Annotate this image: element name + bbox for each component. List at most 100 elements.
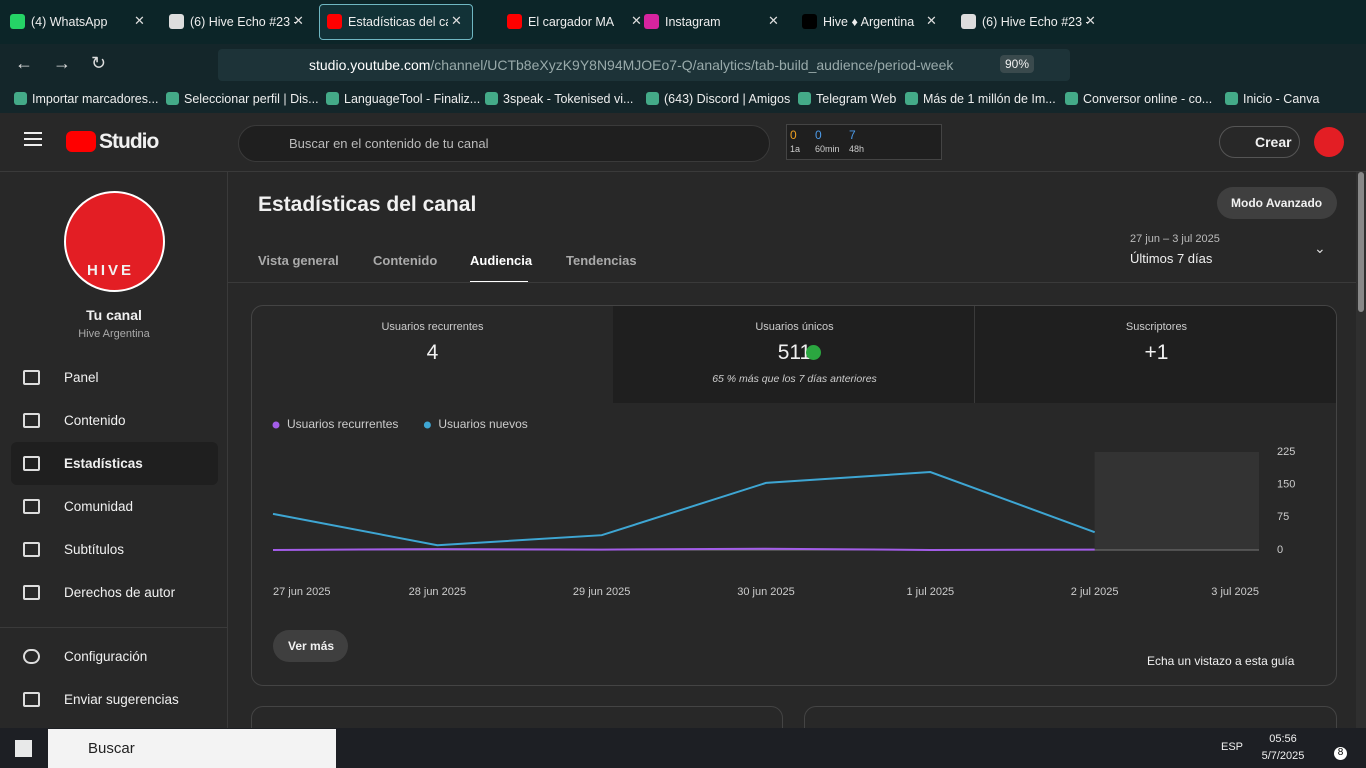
- create-button[interactable]: [1219, 126, 1300, 158]
- channel-title: Tu canal: [86, 307, 142, 323]
- y-tick-label: 75: [1277, 511, 1289, 523]
- tab-icon[interactable]: [169, 14, 184, 29]
- search-placeholder: Buscar en el contenido de tu canal: [289, 136, 489, 151]
- legend-swatch: [423, 421, 431, 429]
- bookmark-icon[interactable]: [326, 92, 339, 105]
- clock-date[interactable]: 5/7/2025: [1261, 750, 1305, 762]
- channel-avatar[interactable]: [64, 191, 165, 292]
- bookmark[interactable]: Telegram Web: [816, 92, 897, 106]
- guide-link[interactable]: Echa un vistazo a esta guía: [1147, 654, 1295, 668]
- tab-icon[interactable]: [507, 14, 522, 29]
- bookmark[interactable]: 3speak - Tokenised vi...: [503, 92, 634, 106]
- counter: 0: [815, 128, 822, 142]
- nav-item[interactable]: Estadísticas: [64, 456, 143, 471]
- tab-bar: [0, 0, 1366, 44]
- tab-title[interactable]: (4) WhatsApp: [31, 15, 108, 29]
- series-line: [272, 471, 1096, 547]
- active-tab[interactable]: [319, 4, 473, 40]
- url-bar[interactable]: [218, 49, 1070, 81]
- advanced-button[interactable]: [1217, 187, 1337, 219]
- period-chevron[interactable]: ⌄: [1314, 240, 1326, 256]
- tab-close[interactable]: ✕: [768, 13, 779, 28]
- bookmark[interactable]: Conversor online - co...: [1083, 92, 1213, 106]
- bookmark-icon[interactable]: [905, 92, 918, 105]
- bookmark-icon[interactable]: [798, 92, 811, 105]
- tab[interactable]: Tendencias: [566, 253, 637, 268]
- card-value: +1: [1144, 341, 1169, 364]
- nav-item[interactable]: Comunidad: [64, 499, 134, 514]
- tab-icon[interactable]: [644, 14, 659, 29]
- nav-item[interactable]: Derechos de autor: [64, 585, 176, 600]
- menu-icon[interactable]: [24, 132, 42, 146]
- scrollbar: [1356, 172, 1366, 728]
- y-tick-label: 150: [1277, 479, 1295, 491]
- x-tick-label: 27 jun 2025: [273, 586, 331, 598]
- tab-close[interactable]: ✕: [451, 13, 462, 28]
- tab-title[interactable]: Instagram: [665, 15, 721, 29]
- tab-close[interactable]: ✕: [1085, 13, 1096, 28]
- nav-icon[interactable]: [23, 692, 40, 707]
- nav-item[interactable]: Configuración: [64, 649, 148, 664]
- tabs-divider: [228, 282, 1356, 283]
- clock-time[interactable]: 05:56: [1269, 733, 1297, 745]
- y-tick-label: 225: [1277, 446, 1295, 458]
- nav-icon[interactable]: [23, 499, 40, 514]
- bookmark-icon[interactable]: [485, 92, 498, 105]
- bookmark[interactable]: LanguageTool - Finaliz...: [344, 92, 481, 106]
- bookmark-icon[interactable]: [1065, 92, 1078, 105]
- bookmark-icon[interactable]: [166, 92, 179, 105]
- card-note: 65 % más que los 7 días anteriores: [712, 373, 877, 385]
- tab[interactable]: Audiencia: [470, 253, 533, 268]
- tab[interactable]: Vista general: [258, 253, 339, 268]
- bookmark[interactable]: Seleccionar perfil | Dis...: [184, 92, 319, 106]
- tab-icon[interactable]: [327, 14, 342, 29]
- bookmark[interactable]: Más de 1 millón de Im...: [923, 92, 1056, 106]
- tab-close[interactable]: ✕: [134, 13, 145, 28]
- tab-title[interactable]: Hive ♦ Argentina: [823, 15, 915, 29]
- nav-item[interactable]: Panel: [64, 370, 99, 385]
- account-avatar[interactable]: [1314, 127, 1344, 157]
- url-host: studio.youtube.com: [309, 57, 431, 73]
- date-range: 27 jun – 3 jul 2025: [1130, 233, 1220, 245]
- tab-title[interactable]: El cargador MA: [528, 15, 615, 29]
- tab-title[interactable]: (6) Hive Echo #23 -: [190, 15, 298, 29]
- nav-icon[interactable]: [23, 456, 40, 471]
- tab-close[interactable]: ✕: [631, 13, 642, 28]
- nav-item[interactable]: Contenido: [64, 413, 126, 428]
- language[interactable]: ESP: [1221, 741, 1244, 753]
- nav-icon[interactable]: [23, 649, 40, 664]
- bookmark-icon[interactable]: [646, 92, 659, 105]
- bookmark[interactable]: Importar marcadores...: [32, 92, 159, 106]
- see-more-button[interactable]: [273, 630, 348, 662]
- tab-close[interactable]: ✕: [293, 13, 304, 28]
- bookmark-icon[interactable]: [14, 92, 27, 105]
- chart: 0 75 150 225 27 jun 2025 28 jun 2025 29 jun 20…: [272, 417, 1295, 598]
- tab-close[interactable]: ✕: [926, 13, 937, 28]
- nav-icon[interactable]: [23, 370, 40, 385]
- bookmark[interactable]: Inicio - Canva: [1243, 92, 1320, 106]
- page-title: Estadísticas del canal: [258, 193, 477, 216]
- tab-title[interactable]: (6) Hive Echo #23 -: [982, 15, 1090, 29]
- start-button[interactable]: [15, 740, 32, 757]
- stats-card: [251, 305, 1337, 686]
- notification-badge[interactable]: 8: [1334, 747, 1347, 760]
- tab-title[interactable]: Estadísticas del can: [348, 15, 448, 29]
- search-box[interactable]: [238, 125, 770, 162]
- tab-icon[interactable]: [802, 14, 817, 29]
- nav-icon[interactable]: [23, 585, 40, 600]
- nav-item[interactable]: Enviar sugerencias: [64, 692, 179, 707]
- nav-icon[interactable]: [23, 542, 40, 557]
- url: studio.youtube.com/channel/UCTb8eXyzK9Y8…: [309, 57, 953, 73]
- tab[interactable]: Contenido: [373, 253, 438, 268]
- taskbar-search[interactable]: [48, 729, 336, 768]
- zoom[interactable]: 90%: [1000, 55, 1035, 73]
- nav-item[interactable]: Subtítulos: [64, 542, 125, 557]
- tab-icon[interactable]: [10, 14, 25, 29]
- bookmark[interactable]: (643) Discord | Amigos: [664, 92, 791, 106]
- nav-icon[interactable]: [23, 413, 40, 428]
- tab-icon[interactable]: [961, 14, 976, 29]
- period[interactable]: Últimos 7 días: [1130, 251, 1213, 266]
- nav-icons[interactable]: ← → ↻: [15, 53, 107, 73]
- bookmark-icon[interactable]: [1225, 92, 1238, 105]
